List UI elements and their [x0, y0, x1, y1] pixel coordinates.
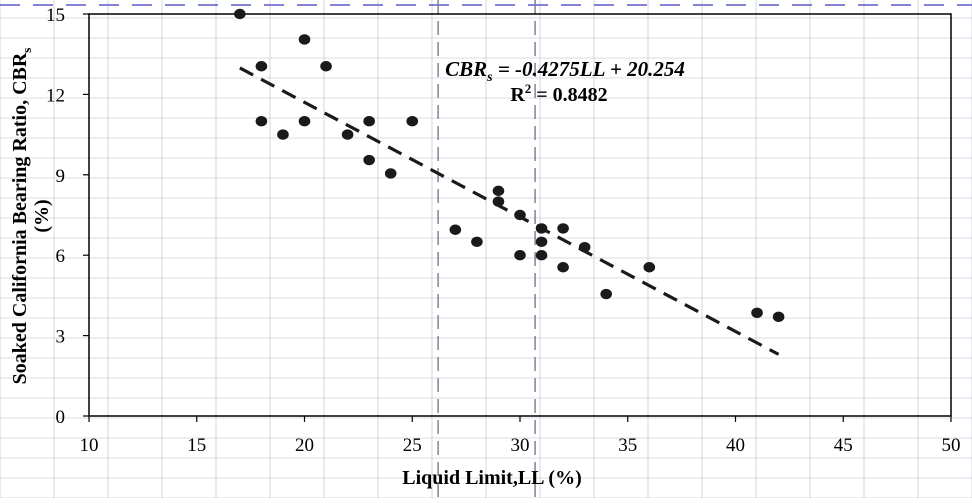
data-point — [514, 209, 526, 221]
y-axis-title: Soaked California Bearing Ratio, CBRs (%… — [9, 48, 53, 385]
data-point — [557, 223, 569, 234]
data-point — [384, 168, 397, 179]
data-point — [363, 116, 375, 127]
data-point — [514, 250, 526, 261]
y-axis-title-sub: s — [19, 48, 34, 53]
y-tick-label: 3 — [56, 327, 66, 348]
data-point — [643, 262, 656, 273]
trendline — [239, 66, 780, 356]
equation-lhs-sub: s — [486, 70, 493, 85]
data-point — [255, 116, 268, 127]
data-point — [320, 61, 332, 72]
y-tick-label: 0 — [56, 407, 66, 428]
y-tick-label: 15 — [46, 5, 65, 26]
data-point — [557, 262, 569, 273]
data-point — [255, 61, 268, 72]
trendline-group — [239, 66, 780, 356]
y-axis-title-line1: Soaked California Bearing Ratio, CBRs — [9, 48, 34, 385]
data-point — [535, 250, 548, 261]
x-axis-ticks: 10 15 20 25 30 35 40 45 50 — [80, 416, 961, 456]
data-point — [277, 129, 289, 140]
data-point — [234, 8, 246, 20]
y-tick-label: 6 — [56, 246, 66, 267]
data-point — [535, 223, 548, 234]
x-axis-title: Liquid Limit,LL (%) — [402, 467, 582, 489]
x-tick-label: 20 — [295, 435, 314, 456]
data-point — [406, 116, 419, 127]
x-tick-label: 40 — [726, 435, 745, 456]
equation-rhs: = -0.4275LL + 20.254 — [493, 57, 685, 81]
data-point — [363, 154, 375, 166]
x-tick-label: 10 — [80, 435, 99, 456]
data-point — [751, 307, 763, 319]
y-tick-label: 12 — [46, 85, 65, 106]
data-point — [492, 185, 505, 197]
y-tick-label: 9 — [56, 166, 66, 187]
data-point — [535, 236, 548, 247]
r2-label: R — [510, 84, 525, 106]
y-axis-title-line2: (%) — [31, 199, 53, 232]
y-axis-title-main: Soaked California Bearing Ratio, CBR — [9, 52, 31, 384]
data-point — [449, 224, 462, 235]
x-tick-label: 50 — [942, 435, 961, 456]
data-point — [298, 34, 311, 45]
r-squared-label: R2 = 0.8482 — [510, 81, 607, 106]
data-point — [471, 236, 483, 247]
x-tick-label: 15 — [187, 435, 206, 456]
data-point — [578, 241, 591, 253]
data-point — [341, 129, 354, 140]
x-tick-label: 30 — [511, 435, 530, 456]
x-tick-label: 35 — [618, 435, 637, 456]
data-point — [492, 196, 505, 207]
y-axis-ticks: 0 3 6 9 12 15 — [46, 5, 89, 428]
r2-value: = 0.8482 — [531, 84, 607, 106]
data-points — [234, 8, 785, 323]
data-point — [772, 311, 785, 323]
data-point — [298, 116, 311, 127]
x-tick-label: 45 — [834, 435, 853, 456]
trendline-equation: CBRs = -0.4275LL + 20.254 — [445, 57, 685, 85]
x-tick-label: 25 — [403, 435, 422, 456]
equation-lhs: CBR — [445, 57, 487, 81]
r2-superscript: 2 — [525, 81, 532, 96]
data-point — [600, 288, 612, 300]
